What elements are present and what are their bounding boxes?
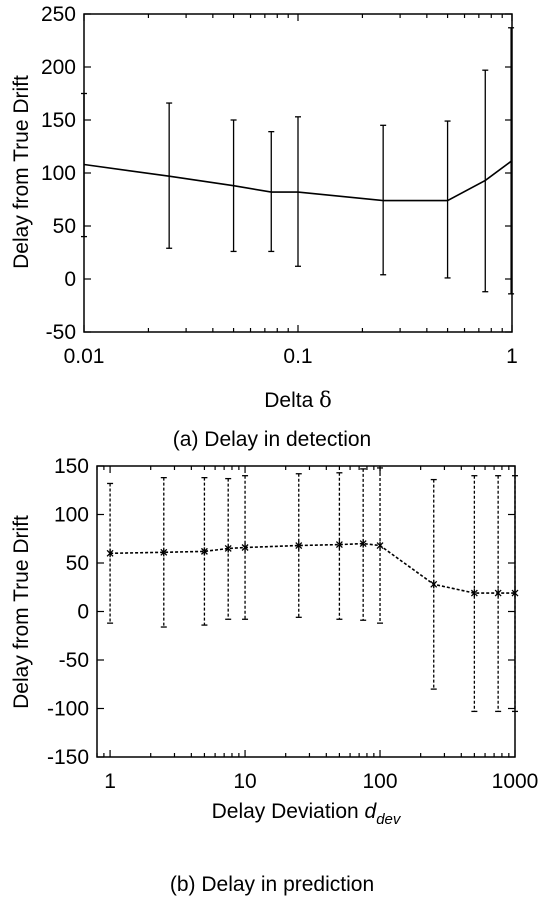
x-axis-label: Delay Deviation ddev xyxy=(212,800,402,828)
data-point-marker xyxy=(160,548,168,557)
error-bars xyxy=(107,467,518,713)
chart-delay-in-detection: -50 0 50 100 150 200 250 0.01 0.1 1 Delay from T… xyxy=(10,3,518,451)
y-tick-label: 100 xyxy=(54,504,89,527)
data-point-marker xyxy=(224,544,232,553)
chart-caption: (b) Delay in prediction xyxy=(170,873,374,896)
data-point-marker xyxy=(241,543,249,552)
data-line xyxy=(110,542,515,594)
x-axis-label-symbol: δ xyxy=(319,388,332,412)
y-tick-label: -50 xyxy=(46,321,76,344)
y-tick-label: 150 xyxy=(41,109,76,132)
y-axis-ticks: -150 -100 -50 0 50 100 150 xyxy=(47,455,515,769)
series-line xyxy=(110,542,515,594)
y-axis-label: Delay from True Drift xyxy=(10,515,33,709)
x-tick-label: 100 xyxy=(363,770,398,793)
data-point-marker xyxy=(106,549,114,558)
y-tick-label: -100 xyxy=(47,698,89,721)
data-point-marker xyxy=(295,541,303,550)
y-tick-label: 50 xyxy=(66,552,89,575)
y-tick-label: 100 xyxy=(41,162,76,185)
y-tick-label: -50 xyxy=(59,649,89,672)
series-line xyxy=(83,160,512,202)
chart-caption: (a) Delay in detection xyxy=(173,428,371,451)
y-tick-label: 50 xyxy=(53,215,76,238)
x-tick-label: 1 xyxy=(104,770,116,793)
data-point-marker xyxy=(359,539,367,548)
x-tick-label: 0.1 xyxy=(283,345,312,368)
y-tick-label: 0 xyxy=(64,268,76,291)
y-tick-label: 200 xyxy=(41,56,76,79)
data-point-marker xyxy=(430,580,438,589)
plot-frame xyxy=(96,465,516,758)
x-axis-label-variable: d xyxy=(365,800,378,823)
data-markers xyxy=(106,539,519,598)
x-tick-label: 0.01 xyxy=(64,345,105,368)
x-axis-ticks: 0.01 0.1 1 xyxy=(64,14,518,368)
y-tick-label: 250 xyxy=(41,3,76,26)
data-point-marker xyxy=(200,547,208,556)
error-bars xyxy=(81,27,515,295)
x-axis-label: Delta δ xyxy=(264,388,332,412)
y-axis-label: Delay from True Drift xyxy=(10,75,33,269)
data-point-marker xyxy=(470,589,478,598)
x-tick-label: 1 xyxy=(506,345,518,368)
y-tick-label: -150 xyxy=(47,746,89,769)
y-tick-label: 0 xyxy=(77,601,89,624)
x-axis-label-text: Delay Deviation xyxy=(212,800,365,823)
x-axis-label-subscript: dev xyxy=(376,811,402,828)
data-line xyxy=(83,160,512,202)
data-point-marker xyxy=(335,540,343,549)
data-point-marker xyxy=(494,589,502,598)
x-axis-ticks: 1 10 100 1000 xyxy=(96,466,539,793)
y-tick-label: 150 xyxy=(54,455,89,478)
x-axis-label-text: Delta xyxy=(264,389,319,412)
y-axis-ticks: -50 0 50 100 150 200 250 xyxy=(41,3,512,344)
x-tick-label: 10 xyxy=(233,770,256,793)
chart-delay-in-prediction: -150 -100 -50 0 50 100 150 1 10 100 1000 Delay fr… xyxy=(10,455,538,896)
data-point-marker xyxy=(376,541,384,550)
x-tick-label: 1000 xyxy=(492,770,539,793)
data-point-marker xyxy=(511,589,519,598)
